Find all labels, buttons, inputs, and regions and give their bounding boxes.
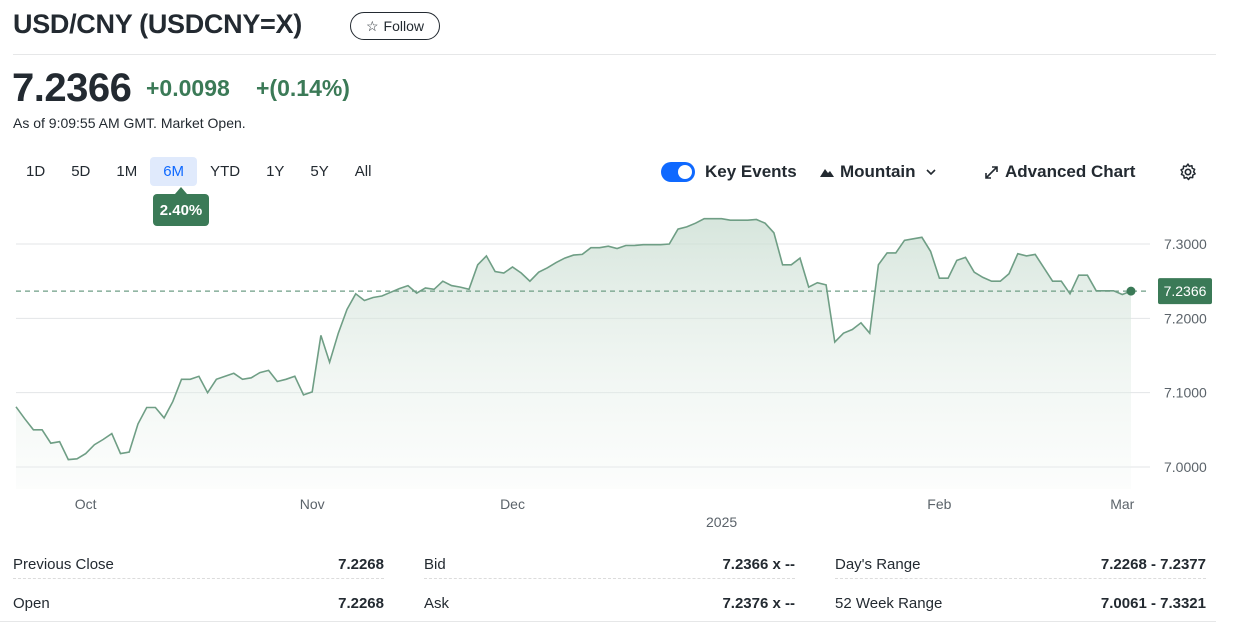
- bottom-divider: [0, 621, 1216, 622]
- current-price: 7.2366: [12, 66, 132, 110]
- tab-5d[interactable]: 5D: [71, 163, 91, 180]
- current-price-tag: 7.2366: [1164, 283, 1207, 299]
- y-tick-label: 7.2000: [1164, 310, 1207, 326]
- y-tick-label: 7.3000: [1164, 236, 1207, 252]
- chart-area-fill: [16, 218, 1131, 489]
- expand-icon: [985, 165, 998, 179]
- stat-value-52-week-range: 7.0061 - 7.3321: [1100, 595, 1206, 612]
- current-price-label: 7.2366: [1158, 278, 1212, 305]
- advanced-chart-button[interactable]: Advanced Chart: [984, 158, 1135, 186]
- stat-value-open: 7.2268: [338, 595, 384, 612]
- y-tick-label: 7.0000: [1164, 459, 1207, 475]
- advanced-chart-label: Advanced Chart: [1005, 162, 1136, 181]
- chart-price-line: [15, 217, 1132, 461]
- header-divider: [13, 54, 1216, 55]
- performance-badge: 2.40%: [153, 187, 209, 226]
- star-icon: ☆: [365, 18, 379, 34]
- tab-1d[interactable]: 1D: [26, 163, 46, 180]
- range-tabs: 1D 5D 1M 6M YTD 1Y 5Y All: [13, 157, 384, 186]
- chart-type-label: Mountain: [840, 162, 916, 181]
- stat-label-previous-close: Previous Close: [13, 556, 114, 573]
- x-tick-label: Nov: [300, 496, 325, 512]
- year-label: 2025: [706, 514, 737, 530]
- last-price-dot: [1126, 286, 1136, 296]
- tab-6m[interactable]: 6M: [150, 157, 198, 186]
- price-change: +0.0098: [146, 75, 230, 101]
- tab-5y[interactable]: 5Y: [310, 163, 329, 180]
- price-chart[interactable]: 7.3000 7.2000 7.1000 7.0000 Oct Nov Dec Feb Mar…: [0, 200, 1240, 540]
- x-tick-label: Mar: [1110, 496, 1134, 512]
- stat-label-days-range: Day's Range: [835, 556, 921, 573]
- follow-button[interactable]: ☆ Follow: [350, 12, 440, 40]
- stat-value-bid: 7.2366 x --: [722, 556, 795, 573]
- follow-label: Follow: [383, 18, 425, 34]
- tab-all[interactable]: All: [354, 163, 372, 180]
- stat-value-ask: 7.2376 x --: [722, 595, 795, 612]
- x-tick-label: Feb: [927, 496, 951, 512]
- mountain-icon: [820, 169, 834, 177]
- x-tick-label: Oct: [75, 496, 97, 512]
- x-tick-label: Dec: [500, 496, 525, 512]
- stat-label-open: Open: [13, 595, 50, 612]
- tab-1m[interactable]: 1M: [116, 163, 138, 180]
- as-of-timestamp: As of 9:09:55 AM GMT. Market Open.: [13, 115, 246, 131]
- tab-ytd[interactable]: YTD: [210, 163, 241, 180]
- gear-icon[interactable]: [1178, 162, 1198, 182]
- y-tick-label: 7.1000: [1164, 385, 1207, 401]
- page-title: USD/CNY (USDCNY=X): [13, 9, 302, 39]
- tab-1y[interactable]: 1Y: [266, 163, 285, 180]
- stat-label-ask: Ask: [424, 595, 450, 612]
- stat-value-days-range: 7.2268 - 7.2377: [1100, 556, 1206, 573]
- price-change-percent: +(0.14%): [256, 75, 350, 101]
- stat-label-bid: Bid: [424, 556, 446, 573]
- stat-value-previous-close: 7.2268: [338, 556, 384, 573]
- chevron-down-icon: [925, 169, 936, 175]
- stat-label-52-week-range: 52 Week Range: [835, 595, 943, 612]
- key-events-label: Key Events: [705, 162, 797, 181]
- key-events-toggle[interactable]: [661, 162, 695, 182]
- chart-type-dropdown[interactable]: Mountain: [820, 158, 936, 186]
